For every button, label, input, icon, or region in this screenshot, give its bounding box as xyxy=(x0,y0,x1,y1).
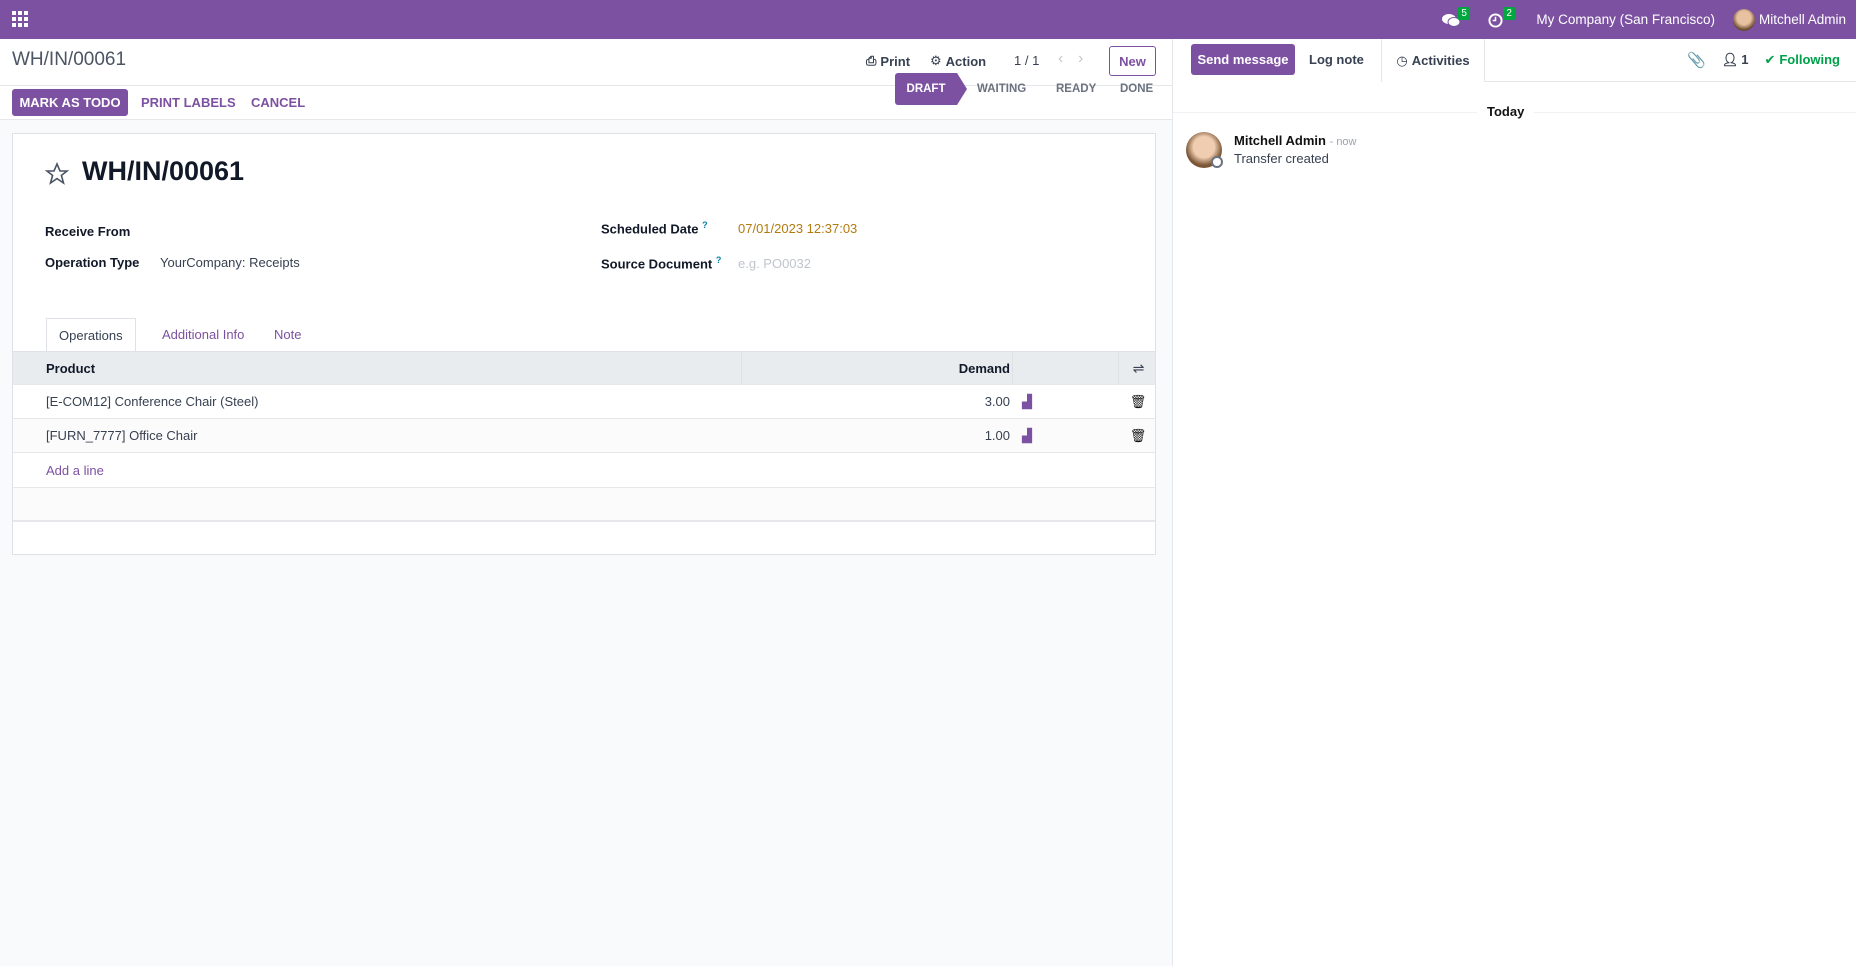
optional-columns-sliders-icon[interactable]: ⇌ xyxy=(1132,359,1145,376)
tab-operations[interactable]: Operations xyxy=(46,318,136,352)
stage-draft[interactable]: DRAFT xyxy=(895,73,957,105)
date-separator: Today xyxy=(1477,104,1535,119)
operation-type-input[interactable]: YourCompany: Receipts xyxy=(160,255,300,270)
user-name[interactable]: Mitchell Admin xyxy=(1758,12,1846,27)
activities-badge: 2 xyxy=(1503,6,1515,20)
scheduled-date-field: Scheduled Date ? 07/01/2023 12:37:03 xyxy=(601,220,857,236)
control-panel: WH/IN/00061 ⎙ Print ⚙ Action 1 / 1 ‹ › New… xyxy=(0,39,1172,120)
demand-cell[interactable]: 1.00 xyxy=(984,428,1010,443)
pager-previous-icon[interactable]: ‹ xyxy=(1058,50,1064,67)
chat-bubbles-icon xyxy=(1442,13,1461,27)
product-cell[interactable]: [FURN_7777] Office Chair xyxy=(46,428,198,443)
message-time: - now xyxy=(1329,136,1357,148)
check-icon: ✔ xyxy=(1764,52,1776,67)
message-body: Transfer created xyxy=(1234,151,1329,166)
new-button[interactable]: New xyxy=(1109,46,1156,76)
navbar-systray: 5 2 My Company (San Francisco) Mitchell … xyxy=(1440,0,1846,39)
pager-value[interactable]: 1 / 1 xyxy=(1014,53,1040,68)
divider xyxy=(0,85,1172,86)
column-header-demand[interactable]: Demand xyxy=(958,360,1010,376)
cancel-button[interactable]: CANCEL xyxy=(251,95,306,110)
receive-from-field: Receive From xyxy=(45,220,540,239)
demand-cell[interactable]: 3.00 xyxy=(984,394,1010,409)
empty-row xyxy=(13,488,1155,522)
form-view: WH/IN/00061 ⎙ Print ⚙ Action 1 / 1 ‹ › New… xyxy=(0,39,1172,966)
stage-ready[interactable]: READY xyxy=(1056,83,1097,95)
form-sheet: WH/IN/00061 Receive From Operation Type … xyxy=(12,133,1156,555)
following-button[interactable]: ✔ Following xyxy=(1764,52,1840,67)
clock-icon: ◷ xyxy=(1396,52,1408,68)
user-menu[interactable]: Mitchell Admin xyxy=(1732,8,1846,31)
forecast-chart-icon[interactable]: ▟ xyxy=(1022,393,1032,409)
column-separator xyxy=(1118,352,1119,384)
source-document-input[interactable]: e.g. PO0032 xyxy=(738,256,811,272)
breadcrumb[interactable]: WH/IN/00061 xyxy=(12,49,127,70)
stage-done[interactable]: DONE xyxy=(1120,83,1154,95)
scheduled-date-label: Scheduled Date xyxy=(601,221,699,237)
tab-note[interactable]: Note xyxy=(274,327,302,342)
followers-button[interactable]: 👤︎ 1 xyxy=(1721,52,1749,67)
print-labels-button[interactable]: PRINT LABELS xyxy=(141,95,236,110)
send-message-button[interactable]: Send message xyxy=(1191,44,1295,75)
trash-icon[interactable]: 🗑 xyxy=(1129,393,1147,409)
column-header-product[interactable]: Product xyxy=(46,360,96,376)
messages-button[interactable]: 5 xyxy=(1440,6,1470,30)
company-switcher[interactable]: My Company (San Francisco) xyxy=(1536,12,1715,27)
table-row[interactable]: [E-COM12] Conference Chair (Steel) 3.00 … xyxy=(13,385,1155,419)
paperclip-icon[interactable]: 📎 xyxy=(1687,52,1706,69)
operation-type-label: Operation Type xyxy=(45,255,140,270)
scheduled-date-input[interactable]: 07/01/2023 12:37:03 xyxy=(738,221,858,237)
clock-icon xyxy=(1488,12,1503,28)
top-navbar: 5 2 My Company (San Francisco) Mitchell … xyxy=(0,0,1856,39)
table-row[interactable]: [FURN_7777] Office Chair 1.00 ▟ 🗑 xyxy=(13,419,1155,453)
help-tooltip[interactable]: ? xyxy=(715,255,722,265)
table-header: Product Demand ⇌ xyxy=(13,351,1155,385)
source-document-field: Source Document ? e.g. PO0032 xyxy=(601,255,811,271)
record-title: WH/IN/00061 xyxy=(82,156,245,186)
activities-button[interactable]: 2 xyxy=(1488,6,1518,30)
forecast-chart-icon[interactable]: ▟ xyxy=(1022,427,1032,443)
presence-status-icon xyxy=(1211,156,1223,168)
add-line-link[interactable]: Add a line xyxy=(46,462,104,478)
trash-icon[interactable]: 🗑 xyxy=(1129,427,1147,443)
action-button[interactable]: ⚙ Action xyxy=(930,53,987,69)
receive-from-input[interactable] xyxy=(160,220,540,236)
stage-arrow xyxy=(957,73,967,105)
user-avatar[interactable] xyxy=(1732,8,1755,31)
mark-as-todo-button[interactable]: MARK AS TODO xyxy=(12,89,128,116)
apps-grid-icon[interactable] xyxy=(12,11,28,27)
pager-next-icon[interactable]: › xyxy=(1078,50,1084,67)
chatter: Send message Log note ◷ Activities 📎 👤︎ 1 … xyxy=(1172,39,1856,966)
chatter-topbar-right: 📎 👤︎ 1 ✔ Following xyxy=(1687,51,1840,69)
tab-additional-info[interactable]: Additional Info xyxy=(162,327,245,342)
print-button[interactable]: ⎙ Print xyxy=(866,53,911,69)
divider xyxy=(1485,81,1856,82)
receive-from-label: Receive From xyxy=(45,224,131,239)
source-document-label: Source Document xyxy=(601,256,713,272)
message: Mitchell Admin - now Transfer created xyxy=(1234,133,1357,166)
add-line-row: Add a line xyxy=(13,453,1155,488)
operation-type-field: Operation Type YourCompany: Receipts xyxy=(45,255,300,270)
column-separator xyxy=(741,352,742,384)
gear-icon: ⚙ xyxy=(930,53,942,68)
activities-button[interactable]: ◷ Activities xyxy=(1381,39,1485,82)
stage-waiting[interactable]: WAITING xyxy=(977,83,1027,95)
user-icon: 👤︎ xyxy=(1721,52,1739,67)
log-note-button[interactable]: Log note xyxy=(1309,52,1364,67)
messages-badge: 5 xyxy=(1458,6,1470,20)
column-separator xyxy=(1012,352,1013,384)
message-author[interactable]: Mitchell Admin xyxy=(1234,133,1326,148)
star-icon[interactable] xyxy=(45,162,69,186)
product-cell[interactable]: [E-COM12] Conference Chair (Steel) xyxy=(46,394,259,409)
help-tooltip[interactable]: ? xyxy=(702,220,708,230)
printer-icon: ⎙ xyxy=(866,53,877,68)
